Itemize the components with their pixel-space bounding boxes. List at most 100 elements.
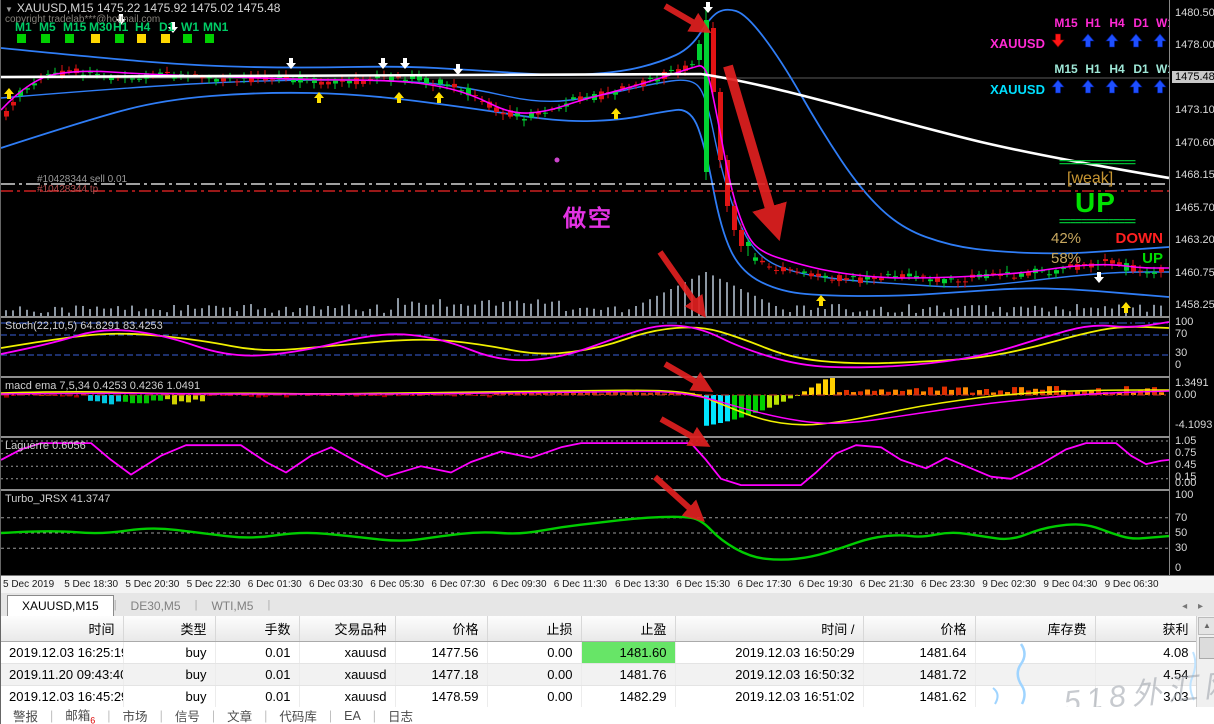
table-scrollbar[interactable]: ▲ bbox=[1196, 616, 1214, 707]
signal-tf-label: D1 bbox=[1133, 16, 1149, 30]
table-header-8[interactable]: 价格 bbox=[863, 616, 976, 642]
terminal-tab-7[interactable]: 日志 bbox=[376, 706, 425, 724]
timeframe-status-square bbox=[41, 34, 50, 43]
price-scale-label: 1468.15 bbox=[1175, 169, 1214, 182]
tab-scroll-arrows[interactable]: ◂ ▸ bbox=[1182, 601, 1207, 612]
time-axis[interactable]: 5 Dec 2019 5 Dec 18:30 5 Dec 20:30 5 Dec 22… bbox=[1, 575, 1214, 594]
table-header-7[interactable]: 时间 / bbox=[675, 616, 864, 642]
timeframe-button-W1[interactable]: W1 bbox=[181, 20, 199, 34]
time-axis-label: 5 Dec 20:30 bbox=[125, 579, 180, 590]
trade-cell bbox=[975, 641, 1096, 664]
trade-cell bbox=[975, 663, 1096, 686]
tab-divider: | bbox=[372, 708, 377, 723]
signal-up-arrow-icon bbox=[1129, 33, 1143, 48]
terminal-tab-3[interactable]: 信号 bbox=[163, 706, 212, 724]
timeframe-status-square bbox=[115, 34, 124, 43]
trade-history-table[interactable]: 时间 类型 手数 交易品种 价格 止损 止盈 时间 / 价格 库存费 获利 2019.12.03 16… bbox=[1, 616, 1198, 708]
trade-cell: 0.01 bbox=[215, 663, 300, 686]
signal-header-row: M15 H1 H4 D1 W1 bbox=[989, 62, 1175, 76]
chart-tab-xauusd-m15[interactable]: XAUUSD,M15 bbox=[7, 595, 114, 616]
time-axis-label: 6 Dec 15:30 bbox=[676, 579, 731, 590]
tab-divider: | bbox=[113, 598, 117, 611]
table-header-4[interactable]: 价格 bbox=[395, 616, 488, 642]
table-header-3[interactable]: 交易品种 bbox=[299, 616, 396, 642]
terminal-panel: 时间 类型 手数 交易品种 价格 止损 止盈 时间 / 价格 库存费 获利 2019.12.03 16… bbox=[1, 616, 1214, 709]
tab-divider: | bbox=[328, 708, 333, 723]
trade-cell: 2019.12.03 16:50:32 bbox=[675, 663, 864, 686]
signal-down-arrow-icon bbox=[1051, 33, 1065, 48]
trade-cell: 1481.76 bbox=[581, 663, 676, 686]
panel-separator[interactable] bbox=[1, 316, 1214, 318]
macd-panel-canvas[interactable] bbox=[1, 378, 1169, 436]
trade-row[interactable]: 2019.12.03 16:45:29 buy 0.01 xauusd 1478.59 0… bbox=[1, 685, 1198, 708]
trade-row[interactable]: 2019.11.20 09:43:40 buy 0.01 xauusd 1477.18 0… bbox=[1, 663, 1198, 686]
panel-separator[interactable] bbox=[1, 436, 1214, 438]
time-axis-label: 6 Dec 21:30 bbox=[859, 579, 914, 590]
time-axis-label: 6 Dec 05:30 bbox=[370, 579, 425, 590]
terminal-tab-label: 文章 bbox=[227, 710, 253, 724]
table-header-0[interactable]: 时间 bbox=[1, 616, 124, 642]
timeframe-button-M1[interactable]: M1 bbox=[15, 20, 32, 34]
signal-tf-label: H4 bbox=[1109, 16, 1125, 30]
time-axis-label: 9 Dec 04:30 bbox=[1043, 579, 1098, 590]
table-header-5[interactable]: 止损 bbox=[487, 616, 582, 642]
chart-tab-de30-m5[interactable]: DE30,M5 bbox=[130, 599, 181, 613]
terminal-tab-6[interactable]: EA bbox=[332, 709, 373, 723]
scrollbar-thumb[interactable] bbox=[1199, 637, 1214, 659]
stochastic-panel-canvas[interactable] bbox=[1, 318, 1169, 376]
timeframe-status-square bbox=[91, 34, 100, 43]
timeframe-button-H4[interactable]: H4 bbox=[135, 20, 151, 34]
laguerre-panel-canvas[interactable] bbox=[1, 438, 1169, 489]
price-scale: 1480.50 1478.00 1475.48 1473.10 1470.60 1468.… bbox=[1169, 0, 1214, 575]
time-axis-label: 6 Dec 13:30 bbox=[615, 579, 669, 590]
chart-area[interactable]: ▼ XAUUSD,M15 1475.22 1475.92 1475.02 1475… bbox=[1, 0, 1214, 594]
time-axis-label: 6 Dec 01:30 bbox=[247, 579, 302, 590]
terminal-tab-label: 市场 bbox=[122, 710, 148, 724]
chart-tab-bar: XAUUSD,M15 | DE30,M5 | WTI,M5 | ◂ ▸ bbox=[1, 593, 1214, 617]
signal-tf-label: D1 bbox=[1133, 62, 1149, 76]
trade-cell: 0.01 bbox=[215, 685, 300, 708]
timeframe-status-square bbox=[137, 34, 146, 43]
panel-separator[interactable] bbox=[1, 376, 1214, 378]
terminal-tab-2[interactable]: 市场 bbox=[111, 706, 160, 724]
signal-up-arrow-icon bbox=[1081, 79, 1095, 94]
signal-symbol: XAUUSD bbox=[990, 81, 1045, 97]
timeframe-button-D1[interactable]: D1 bbox=[159, 20, 175, 34]
trade-cell: 4.54 bbox=[1095, 663, 1198, 686]
indicator-scale-label: 1.3491 bbox=[1175, 377, 1209, 389]
trade-cell: buy bbox=[123, 641, 216, 664]
panel-separator[interactable] bbox=[1, 489, 1214, 491]
indicator-scale-label: 50 bbox=[1175, 527, 1188, 539]
terminal-tab-0[interactable]: 警报 bbox=[1, 706, 50, 724]
timeframe-status-square bbox=[161, 34, 170, 43]
terminal-tab-5[interactable]: 代码库 bbox=[267, 706, 329, 724]
signal-up-arrow-icon bbox=[1129, 79, 1143, 94]
table-header-6[interactable]: 止盈 bbox=[581, 616, 676, 642]
timeframe-button-M5[interactable]: M5 bbox=[39, 20, 56, 34]
table-header-10[interactable]: 获利 bbox=[1095, 616, 1198, 642]
trade-cell: 0.00 bbox=[487, 663, 582, 686]
table-header-2[interactable]: 手数 bbox=[215, 616, 300, 642]
trade-cell: 1481.60 bbox=[581, 641, 676, 664]
terminal-tab-label: 日志 bbox=[388, 710, 414, 724]
price-chart-canvas[interactable] bbox=[1, 0, 1169, 316]
trade-cell: 2019.12.03 16:45:29 bbox=[1, 685, 124, 708]
timeframe-button-M30[interactable]: M30 bbox=[89, 20, 113, 34]
trade-cell: 4.08 bbox=[1095, 641, 1198, 664]
time-axis-label: 9 Dec 06:30 bbox=[1104, 579, 1159, 590]
trade-row[interactable]: 2019.12.03 16:25:19 buy 0.01 xauusd 1477.56 0… bbox=[1, 641, 1198, 664]
indicator-scale-label: 70 bbox=[1175, 512, 1188, 524]
table-header-1[interactable]: 类型 bbox=[123, 616, 216, 642]
chart-tab-wti-m5[interactable]: WTI,M5 bbox=[211, 599, 254, 613]
terminal-tab-1[interactable]: 邮箱6 bbox=[53, 705, 107, 724]
terminal-tab-4[interactable]: 文章 bbox=[215, 706, 264, 724]
indicator-scale-label: 70 bbox=[1175, 328, 1188, 340]
table-header-9[interactable]: 库存费 bbox=[975, 616, 1096, 642]
timeframe-button-MN1[interactable]: MN1 bbox=[203, 20, 229, 34]
indicator-scale-label: 30 bbox=[1175, 347, 1188, 359]
timeframe-button-M15[interactable]: M15 bbox=[63, 20, 87, 34]
timeframe-button-H1[interactable]: H1 bbox=[113, 20, 129, 34]
signal-up-arrow-icon bbox=[1105, 33, 1119, 48]
turbo-jrsx-panel-canvas[interactable] bbox=[1, 491, 1169, 575]
scroll-up-button[interactable]: ▲ bbox=[1198, 617, 1214, 635]
